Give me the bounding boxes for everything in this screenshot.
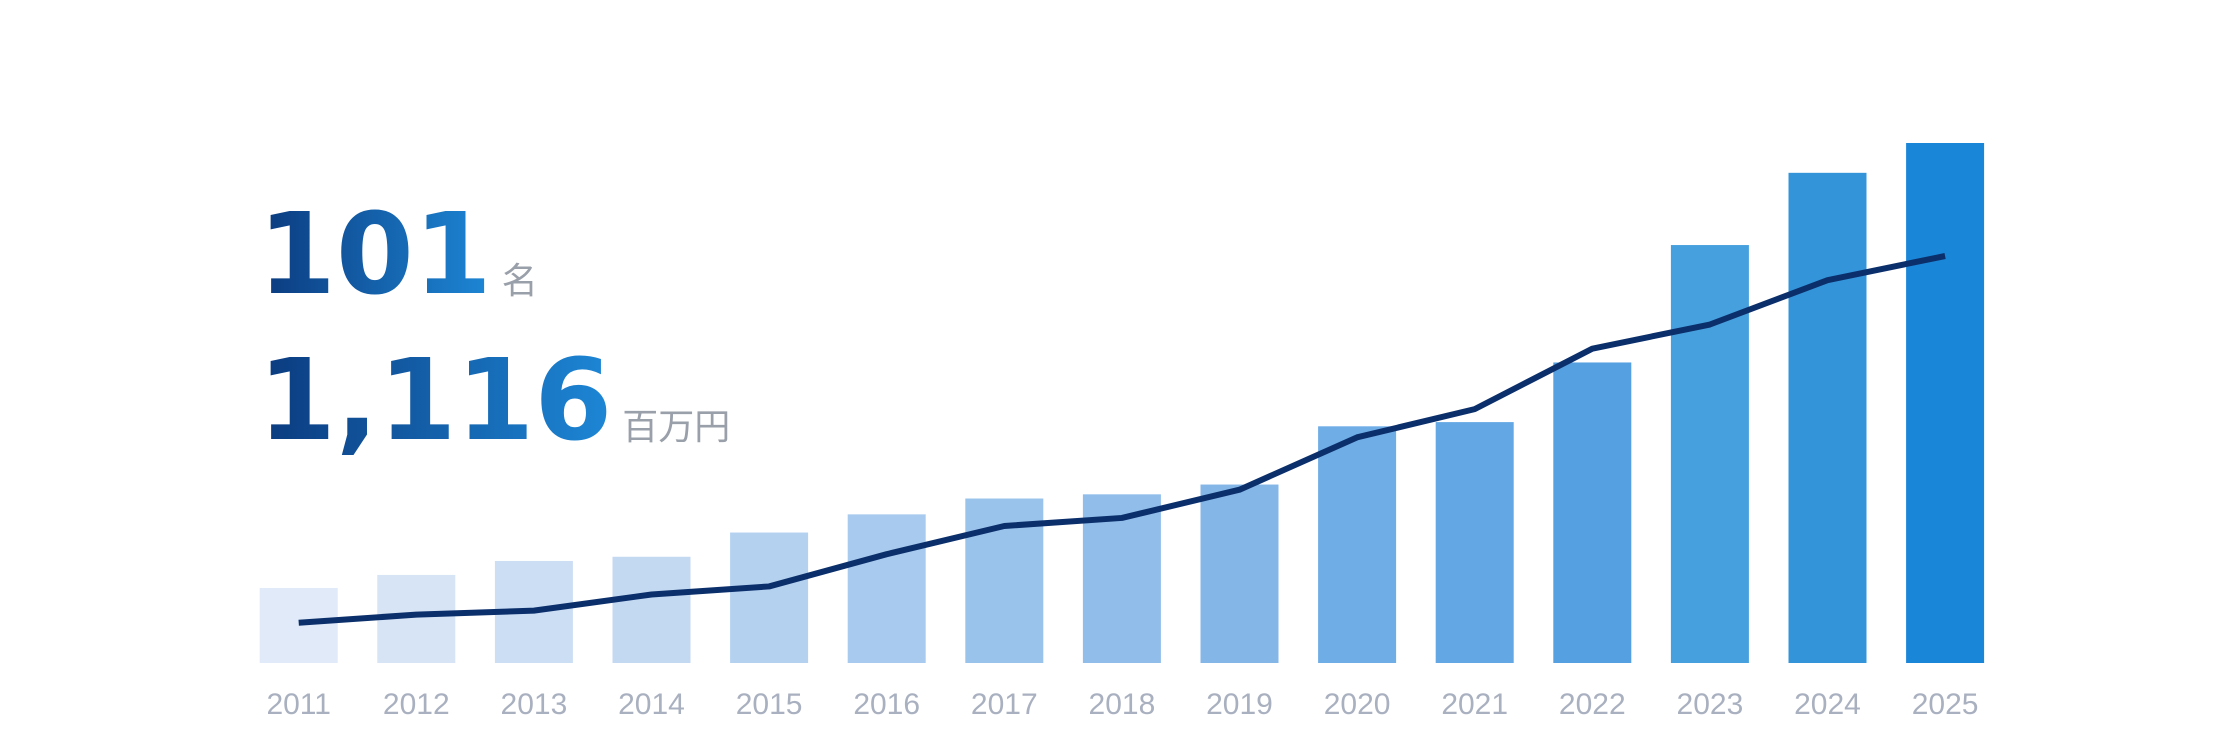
bar (847, 514, 926, 663)
bar (612, 556, 691, 663)
headline-unit: 名 (502, 261, 538, 302)
x-tick-label: 2024 (1794, 688, 1861, 721)
x-tick-label: 2013 (501, 688, 568, 721)
bar (1906, 143, 1985, 663)
x-tick-label: 2018 (1089, 688, 1156, 721)
bar (1200, 484, 1279, 663)
x-tick-label: 2023 (1677, 688, 1744, 721)
bar (1553, 362, 1632, 663)
bar (1318, 426, 1397, 663)
x-tick-label: 2015 (736, 688, 803, 721)
bar (259, 587, 338, 663)
x-tick-label: 2021 (1441, 688, 1508, 721)
line (298, 253, 1946, 626)
x-tick-label: 2017 (971, 688, 1038, 721)
x-tick-label: 2011 (266, 688, 331, 721)
bar (1788, 172, 1867, 663)
headline-value: 101 (258, 190, 492, 320)
bar (730, 532, 809, 663)
x-tick-label: 2022 (1559, 688, 1626, 721)
bar (1670, 245, 1749, 663)
x-tick-label: 2012 (383, 688, 450, 721)
x-tick-label: 2020 (1324, 688, 1391, 721)
x-tick-label: 2016 (853, 688, 920, 721)
x-tick-label: 2025 (1912, 688, 1979, 721)
x-tick-label: 2019 (1206, 688, 1273, 721)
x-tick-label: 2014 (618, 688, 685, 721)
headline-unit: 百万円 (622, 407, 730, 448)
bar (1435, 422, 1514, 663)
headline-value: 1,116 (258, 336, 612, 466)
headline: 101 名 1,116 百万円 (258, 190, 730, 466)
